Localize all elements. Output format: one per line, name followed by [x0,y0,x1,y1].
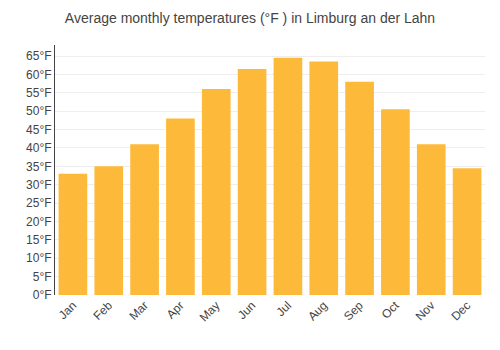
svg-text:Dec: Dec [448,298,473,323]
svg-text:5°F: 5°F [33,270,52,284]
svg-text:Apr: Apr [164,298,187,321]
svg-text:Jun: Jun [235,298,259,322]
svg-text:50°F: 50°F [26,104,51,118]
svg-text:Aug: Aug [305,298,330,323]
svg-text:Jul: Jul [274,298,295,319]
svg-text:55°F: 55°F [26,86,51,100]
svg-text:30°F: 30°F [26,178,51,192]
svg-text:Feb: Feb [91,298,116,323]
svg-text:25°F: 25°F [26,196,51,210]
svg-text:60°F: 60°F [26,68,51,82]
svg-text:10°F: 10°F [26,251,51,265]
svg-text:0°F: 0°F [33,288,52,302]
svg-text:Oct: Oct [379,298,403,322]
svg-text:20°F: 20°F [26,215,51,229]
svg-text:Nov: Nov [413,298,438,323]
svg-text:15°F: 15°F [26,233,51,247]
svg-text:May: May [197,298,223,324]
svg-text:Mar: Mar [126,298,151,323]
svg-text:Sep: Sep [341,298,366,323]
svg-text:Jan: Jan [56,298,80,322]
svg-text:40°F: 40°F [26,141,51,155]
svg-text:65°F: 65°F [26,49,51,63]
svg-text:45°F: 45°F [26,123,51,137]
svg-text:Average monthly temperatures (: Average monthly temperatures (°F ) in Li… [65,10,435,26]
svg-text:35°F: 35°F [26,160,51,174]
